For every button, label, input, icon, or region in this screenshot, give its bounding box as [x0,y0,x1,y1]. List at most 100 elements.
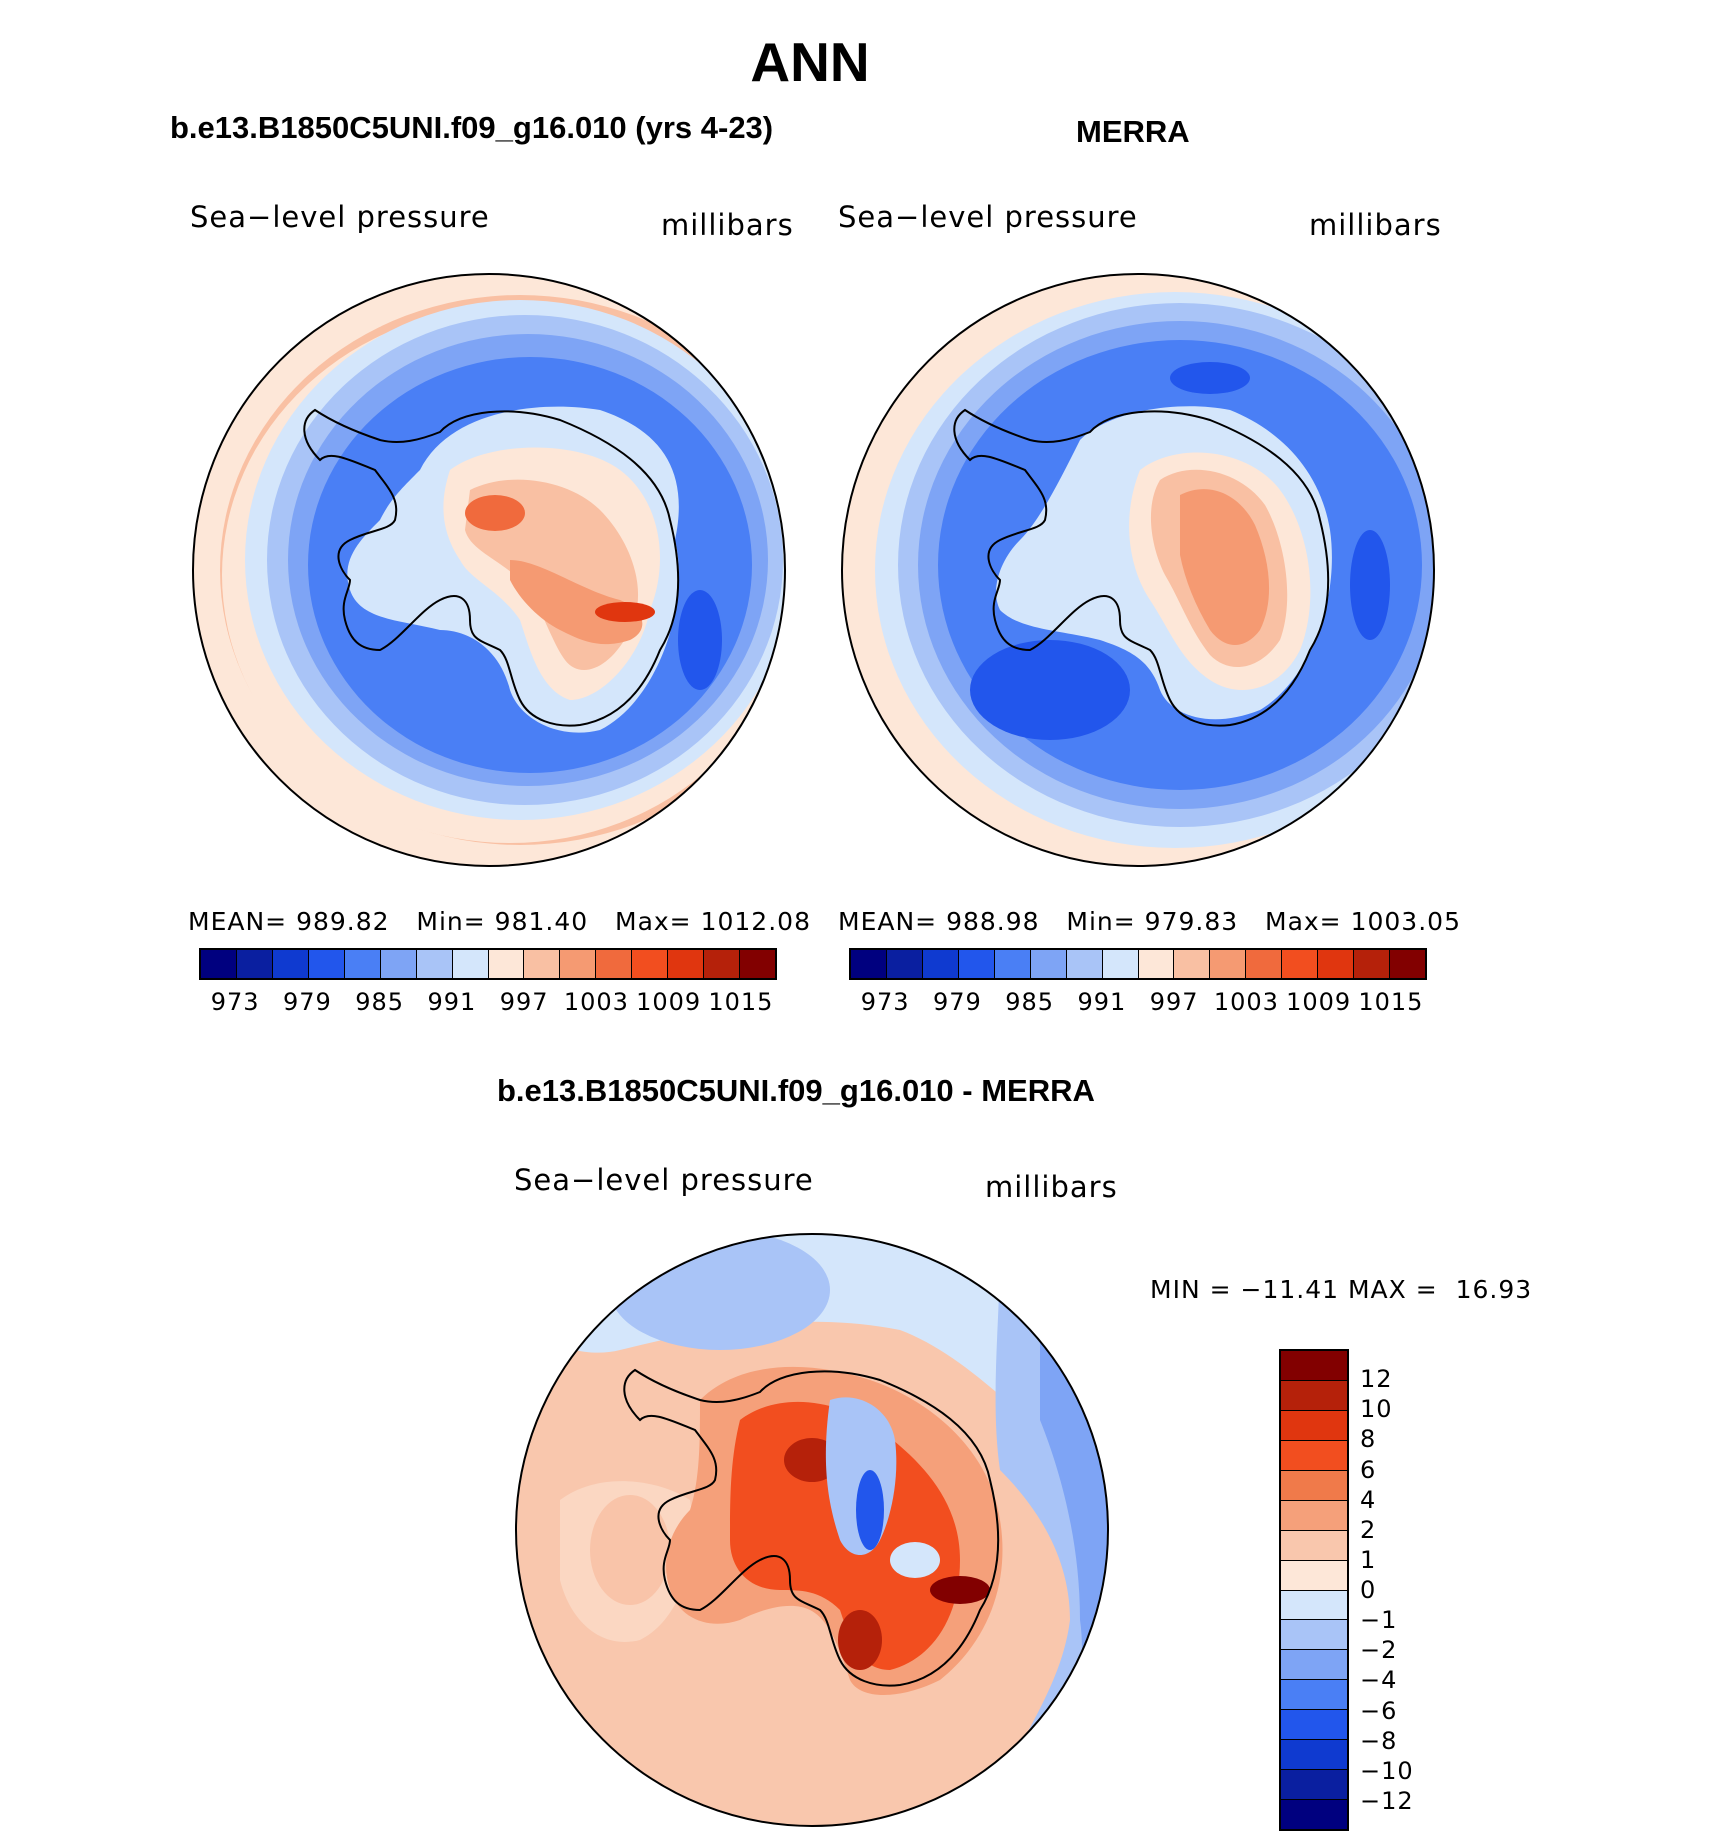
panel2-title: MERRA [1076,114,1190,149]
panel3-stats: MIN = −11.41 MAX = 16.93 [1150,1275,1532,1304]
panel3-colorbar-swatch [1281,1650,1347,1681]
panel1-colorbar-swatch [596,950,633,978]
panel1-colorbar-tick-label: 997 [499,988,549,1016]
panel3-colorbar-swatch [1281,1710,1347,1741]
panel1-colorbar [199,948,777,980]
panel3-colorbar-tick-label: −8 [1360,1726,1398,1755]
panel2-colorbar-tick-label: 1003 [1213,988,1279,1016]
panel2-colorbar-swatch [958,950,995,978]
panel1-colorbar-tick-label: 979 [282,988,332,1016]
panel3-title: b.e13.B1850C5UNI.f09_g16.010 - MERRA [497,1073,1095,1108]
panel2-colorbar-swatch [851,950,887,978]
panel1-title: b.e13.B1850C5UNI.f09_g16.010 (yrs 4-23) [170,110,774,145]
panel2-colorbar-tick-label: 991 [1077,988,1127,1016]
panel3-colorbar-swatch [1281,1560,1347,1591]
panel2-contour-field [842,274,1434,866]
panel3-colorbar-tick-label: −6 [1360,1696,1398,1725]
panel2-units-label: millibars [1309,208,1442,242]
panel2-colorbar-swatch [1102,950,1139,978]
panel1-min-value: 981.40 [494,907,589,936]
panel2-colorbar-swatch [1318,950,1355,978]
panel3-colorbar-swatch [1281,1740,1347,1771]
figure-title: ANN [750,31,870,93]
panel3-colorbar-tick-label: 1 [1360,1545,1377,1574]
panel1-colorbar-swatch [488,950,525,978]
panel3-colorbar-swatch [1281,1500,1347,1531]
panel1-units-label: millibars [661,208,794,242]
panel2-colorbar-tick-label: 985 [1005,988,1055,1016]
panel1-colorbar-swatch [668,950,705,978]
panel3-colorbar-swatch [1281,1620,1347,1651]
panel3-colorbar-tick-label: 6 [1360,1455,1377,1484]
panel1-colorbar-tick-label: 1009 [636,988,702,1016]
panel3-colorbar-tick-label: 4 [1360,1485,1377,1514]
panel3-colorbar-swatch [1281,1470,1347,1501]
panel2-mean-label: MEAN= [838,907,938,936]
panel3-colorbar-tick-label: −10 [1360,1756,1414,1785]
panel2-colorbar-swatch [1066,950,1103,978]
panel3-colorbar-swatch [1281,1770,1347,1801]
panel3-colorbar-swatch [1281,1530,1347,1561]
panel1-variable-label: Sea−level pressure [190,200,490,234]
panel1-colorbar-tick-label: 1015 [708,988,774,1016]
panel3-colorbar [1279,1349,1349,1831]
panel2-colorbar-tick-label: 973 [860,988,910,1016]
panel2-stats: MEAN= 988.98 Min= 979.83 Max= 1003.05 [838,907,1461,936]
panel3-map-boundary [515,1233,1109,1827]
panel2-mean-value: 988.98 [946,907,1040,936]
panel2-colorbar-swatch [1030,950,1067,978]
panel1-colorbar-swatch [740,950,775,978]
panel3-min-label: MIN = [1150,1275,1232,1304]
panel2-colorbar-swatch [1282,950,1319,978]
panel3-colorbar-tick-label: −4 [1360,1666,1398,1695]
panel2-colorbar-swatch [1138,950,1175,978]
panel1-stats: MEAN= 989.82 Min= 981.40 Max= 1012.08 [188,907,811,936]
panel2-antarctica-outline [953,408,1330,727]
panel3-colorbar-tick-label: 0 [1360,1576,1377,1604]
panel2-map-boundary [841,273,1435,867]
panel2-colorbar-swatch [1246,950,1283,978]
panel2-colorbar-ticks: 973 979 985 991 997 1003 1009 1015 [849,988,1427,1018]
panel2-colorbar-tick-label: 1015 [1358,988,1424,1016]
panel1-colorbar-tick-label: 991 [427,988,477,1016]
panel3-colorbar-swatch [1281,1440,1347,1471]
panel2-colorbar-swatch [1390,950,1425,978]
panel1-max-label: Max= [615,907,692,936]
panel1-colorbar-swatch [236,950,273,978]
panel1-colorbar-swatch [201,950,237,978]
panel3-colorbar-tick-label: −1 [1360,1606,1398,1635]
panel3-colorbar-tick-label: −12 [1360,1786,1414,1815]
panel1-map-boundary [192,273,786,867]
panel2-colorbar-tick-label: 979 [932,988,982,1016]
panel3-colorbar-swatch [1281,1410,1347,1441]
panel2-colorbar-tick-label: 997 [1149,988,1199,1016]
panel1-colorbar-swatch [560,950,597,978]
panel2-colorbar-swatch [1354,950,1391,978]
panel1-colorbar-swatch [632,950,669,978]
panel1-antarctica-outline [303,408,680,727]
panel2-variable-label: Sea−level pressure [838,200,1138,234]
panel3-colorbar-swatch [1281,1351,1347,1381]
panel3-colorbar-swatch [1281,1590,1347,1621]
panel1-contour-field [193,274,785,866]
panel2-colorbar-tick-label: 1009 [1286,988,1352,1016]
panel2-min-value: 979.83 [1144,907,1239,936]
panel1-colorbar-tick-label: 985 [355,988,405,1016]
panel1-colorbar-swatch [416,950,453,978]
panel1-colorbar-ticks: 973 979 985 991 997 1003 1009 1015 [199,988,777,1018]
panel1-colorbar-swatch [524,950,561,978]
panel2-colorbar-swatch [922,950,959,978]
panel3-variable-label: Sea−level pressure [514,1163,814,1197]
panel1-colorbar-tick-label: 973 [210,988,260,1016]
panel3-colorbar-tick-label: 8 [1360,1425,1377,1454]
panel3-colorbar-ticks: 12 10 8 6 4 2 1 0 −1 −2 −4 −6 −8 −10 −12 [1360,1349,1440,1831]
panel1-max-value: 1012.08 [700,907,811,936]
panel3-antarctica-outline [623,1368,1000,1687]
panel2-colorbar-swatch [994,950,1031,978]
panel2-colorbar [849,948,1427,980]
panel1-colorbar-swatch [344,950,381,978]
panel3-min-value: −11.41 [1240,1275,1340,1304]
panel3-colorbar-tick-label: 12 [1360,1365,1393,1394]
panel3-max-value: 16.93 [1455,1275,1533,1304]
